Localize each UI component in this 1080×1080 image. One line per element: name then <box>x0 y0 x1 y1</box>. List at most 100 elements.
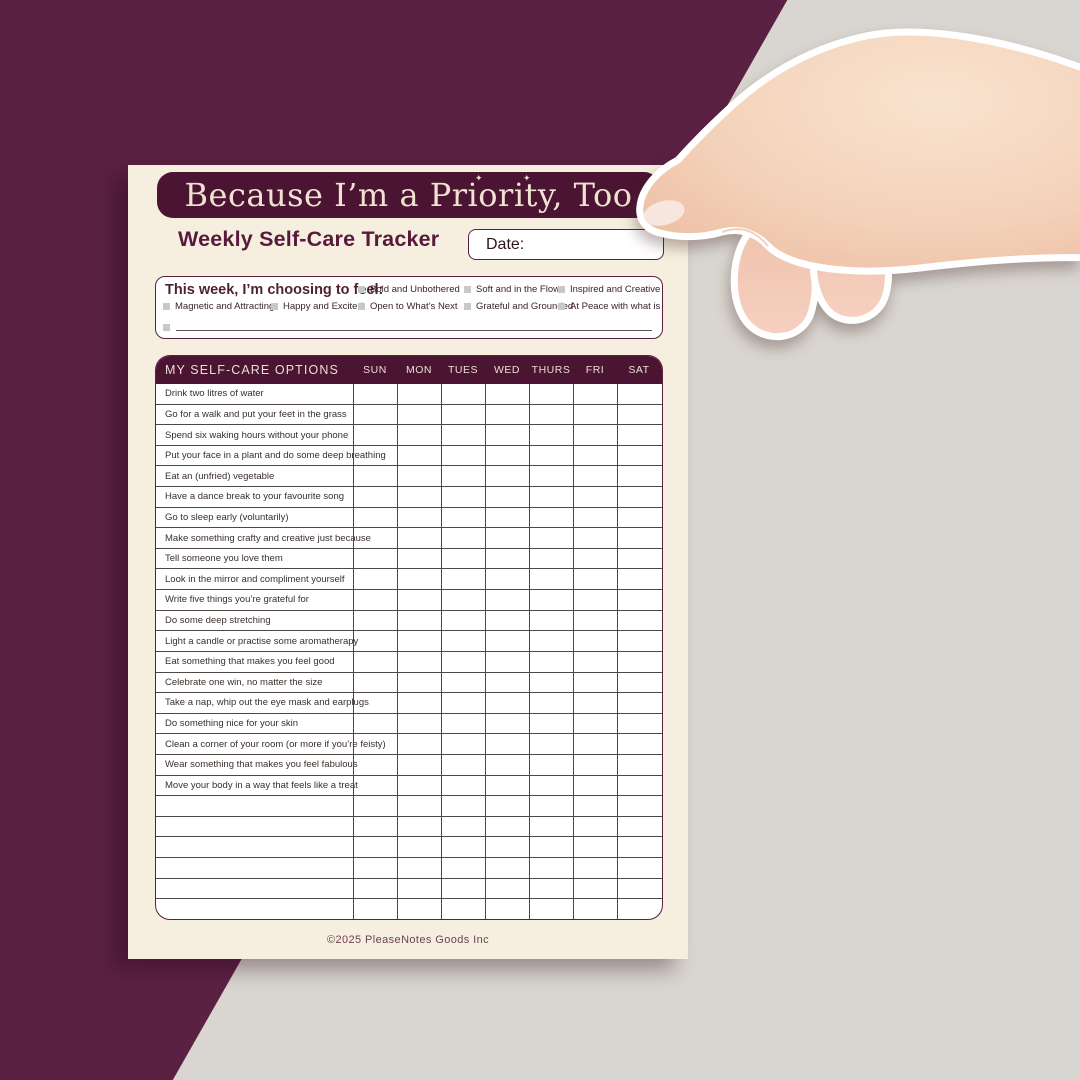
day-cell[interactable] <box>353 858 397 878</box>
day-cell[interactable] <box>617 384 661 404</box>
day-cell[interactable] <box>529 734 573 754</box>
day-cell[interactable] <box>529 610 573 631</box>
day-cell[interactable] <box>617 528 661 548</box>
day-cell[interactable] <box>397 384 441 404</box>
day-cell[interactable] <box>485 899 529 919</box>
day-cell[interactable] <box>441 734 485 754</box>
feeling-checkbox[interactable] <box>558 286 565 293</box>
day-cell[interactable] <box>441 713 485 734</box>
day-cell[interactable] <box>441 384 485 404</box>
day-cell[interactable] <box>617 631 661 651</box>
day-cell[interactable] <box>573 445 617 466</box>
day-cell[interactable] <box>397 693 441 713</box>
day-cell[interactable] <box>441 651 485 672</box>
day-cell[interactable] <box>529 507 573 528</box>
day-cell[interactable] <box>573 858 617 878</box>
day-cell[interactable] <box>617 466 661 487</box>
day-cell[interactable] <box>353 775 397 796</box>
day-cell[interactable] <box>617 775 661 796</box>
day-cell[interactable] <box>441 445 485 466</box>
feeling-checkbox[interactable] <box>358 303 365 310</box>
day-cell[interactable] <box>617 858 661 878</box>
day-cell[interactable] <box>573 631 617 651</box>
day-cell[interactable] <box>353 816 397 837</box>
day-cell[interactable] <box>529 466 573 487</box>
day-cell[interactable] <box>617 754 661 775</box>
day-cell[interactable] <box>485 713 529 734</box>
day-cell[interactable] <box>397 878 441 899</box>
day-cell[interactable] <box>573 466 617 487</box>
day-cell[interactable] <box>397 796 441 816</box>
day-cell[interactable] <box>485 384 529 404</box>
day-cell[interactable] <box>617 837 661 858</box>
day-cell[interactable] <box>485 487 529 507</box>
day-cell[interactable] <box>485 693 529 713</box>
day-cell[interactable] <box>441 487 485 507</box>
day-cell[interactable] <box>485 610 529 631</box>
day-cell[interactable] <box>353 631 397 651</box>
day-cell[interactable] <box>617 713 661 734</box>
day-cell[interactable] <box>441 796 485 816</box>
day-cell[interactable] <box>353 672 397 693</box>
day-cell[interactable] <box>397 651 441 672</box>
day-cell[interactable] <box>441 590 485 610</box>
day-cell[interactable] <box>573 569 617 590</box>
day-cell[interactable] <box>617 445 661 466</box>
day-cell[interactable] <box>485 754 529 775</box>
feeling-checkbox[interactable] <box>163 303 170 310</box>
day-cell[interactable] <box>573 693 617 713</box>
day-cell[interactable] <box>485 425 529 445</box>
day-cell[interactable] <box>353 487 397 507</box>
day-cell[interactable] <box>485 590 529 610</box>
day-cell[interactable] <box>441 837 485 858</box>
day-cell[interactable] <box>397 425 441 445</box>
day-cell[interactable] <box>529 528 573 548</box>
day-cell[interactable] <box>573 899 617 919</box>
feeling-checkbox[interactable] <box>464 286 471 293</box>
day-cell[interactable] <box>353 734 397 754</box>
day-cell[interactable] <box>397 590 441 610</box>
day-cell[interactable] <box>573 775 617 796</box>
day-cell[interactable] <box>529 899 573 919</box>
day-cell[interactable] <box>617 878 661 899</box>
day-cell[interactable] <box>441 672 485 693</box>
day-cell[interactable] <box>485 548 529 569</box>
day-cell[interactable] <box>485 507 529 528</box>
day-cell[interactable] <box>441 816 485 837</box>
day-cell[interactable] <box>573 837 617 858</box>
day-cell[interactable] <box>485 796 529 816</box>
day-cell[interactable] <box>441 507 485 528</box>
day-cell[interactable] <box>485 816 529 837</box>
day-cell[interactable] <box>397 507 441 528</box>
feeling-checkbox[interactable] <box>358 286 365 293</box>
day-cell[interactable] <box>441 610 485 631</box>
feeling-checkbox[interactable] <box>271 303 278 310</box>
day-cell[interactable] <box>353 569 397 590</box>
day-cell[interactable] <box>573 796 617 816</box>
day-cell[interactable] <box>441 404 485 425</box>
day-cell[interactable] <box>529 651 573 672</box>
day-cell[interactable] <box>529 816 573 837</box>
day-cell[interactable] <box>617 425 661 445</box>
day-cell[interactable] <box>353 466 397 487</box>
day-cell[interactable] <box>617 816 661 837</box>
day-cell[interactable] <box>485 466 529 487</box>
day-cell[interactable] <box>617 899 661 919</box>
day-cell[interactable] <box>397 899 441 919</box>
day-cell[interactable] <box>573 590 617 610</box>
day-cell[interactable] <box>529 487 573 507</box>
day-cell[interactable] <box>397 816 441 837</box>
day-cell[interactable] <box>529 672 573 693</box>
day-cell[interactable] <box>397 754 441 775</box>
day-cell[interactable] <box>353 899 397 919</box>
day-cell[interactable] <box>485 858 529 878</box>
day-cell[interactable] <box>617 734 661 754</box>
day-cell[interactable] <box>397 837 441 858</box>
day-cell[interactable] <box>573 672 617 693</box>
day-cell[interactable] <box>353 528 397 548</box>
day-cell[interactable] <box>397 404 441 425</box>
day-cell[interactable] <box>353 425 397 445</box>
day-cell[interactable] <box>353 548 397 569</box>
day-cell[interactable] <box>617 590 661 610</box>
day-cell[interactable] <box>353 384 397 404</box>
